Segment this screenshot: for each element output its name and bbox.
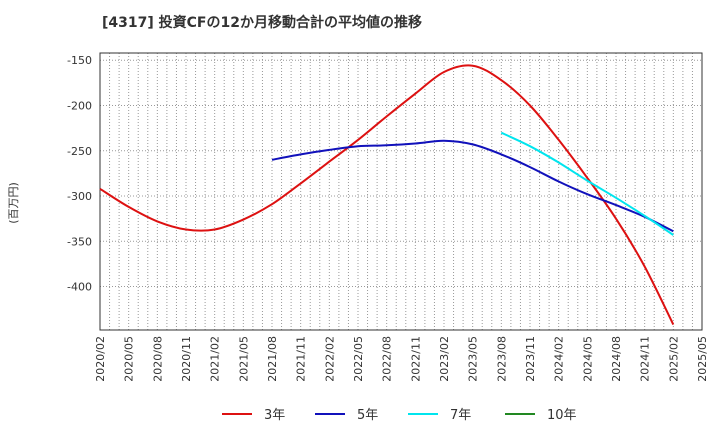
- x-tick-label: 2024/08: [610, 336, 623, 382]
- y-tick-label: -250: [67, 145, 92, 158]
- x-tick-label: 2021/11: [295, 336, 308, 382]
- series-lines: [99, 64, 675, 326]
- x-tick-label: 2023/08: [495, 336, 508, 382]
- x-tick-label: 2021/05: [237, 336, 250, 382]
- x-axis-ticks: 2020/02 2020/05 2020/08 2020/11 2021/02 2021/…: [94, 336, 709, 382]
- x-tick-label: 2020/11: [180, 336, 193, 382]
- y-tick-label: -400: [67, 281, 92, 294]
- legend: 3年 5年 7年 10年: [222, 408, 577, 423]
- x-tick-label: 2025/05: [696, 336, 709, 382]
- x-tick-label: 2020/02: [94, 336, 107, 382]
- y-axis-ticks: -150 -200 -250 -300 -350 -400: [67, 54, 92, 293]
- y-axis-label: (百万円): [7, 182, 20, 224]
- plot-frame: [99, 52, 703, 331]
- x-tick-label: 2020/05: [123, 336, 136, 382]
- legend-label: 3年: [264, 408, 285, 423]
- legend-label: 7年: [450, 408, 471, 423]
- x-tick-label: 2021/02: [209, 336, 222, 382]
- x-tick-label: 2023/05: [467, 336, 480, 382]
- x-tick-label: 2024/05: [581, 336, 594, 382]
- legend-label: 10年: [547, 408, 577, 423]
- x-tick-label: 2020/08: [151, 336, 164, 382]
- series-line-3: [500, 131, 674, 236]
- y-tick-label: -300: [67, 190, 92, 203]
- x-tick-label: 2022/08: [381, 336, 394, 382]
- x-tick-label: 2021/08: [266, 336, 279, 382]
- x-tick-label: 2024/02: [553, 336, 566, 382]
- y-tick-label: -150: [67, 54, 92, 67]
- x-tick-label: 2022/05: [352, 336, 365, 382]
- plot-area: [99, 52, 703, 331]
- x-tick-label: 2022/02: [323, 336, 336, 382]
- x-tick-label: 2022/11: [409, 336, 422, 382]
- legend-label: 5年: [357, 408, 378, 423]
- x-tick-label: 2025/02: [667, 336, 680, 382]
- y-tick-label: -350: [67, 235, 92, 248]
- plot-background: [100, 53, 702, 330]
- x-tick-label: 2024/11: [639, 336, 652, 382]
- x-tick-label: 2023/02: [438, 336, 451, 382]
- series-line-1: [99, 64, 675, 326]
- y-tick-label: -200: [67, 100, 92, 113]
- series-line-2: [271, 139, 674, 233]
- chart-title: [4317] 投資CFの12か月移動合計の平均値の推移: [102, 14, 422, 31]
- x-tick-label: 2023/11: [524, 336, 537, 382]
